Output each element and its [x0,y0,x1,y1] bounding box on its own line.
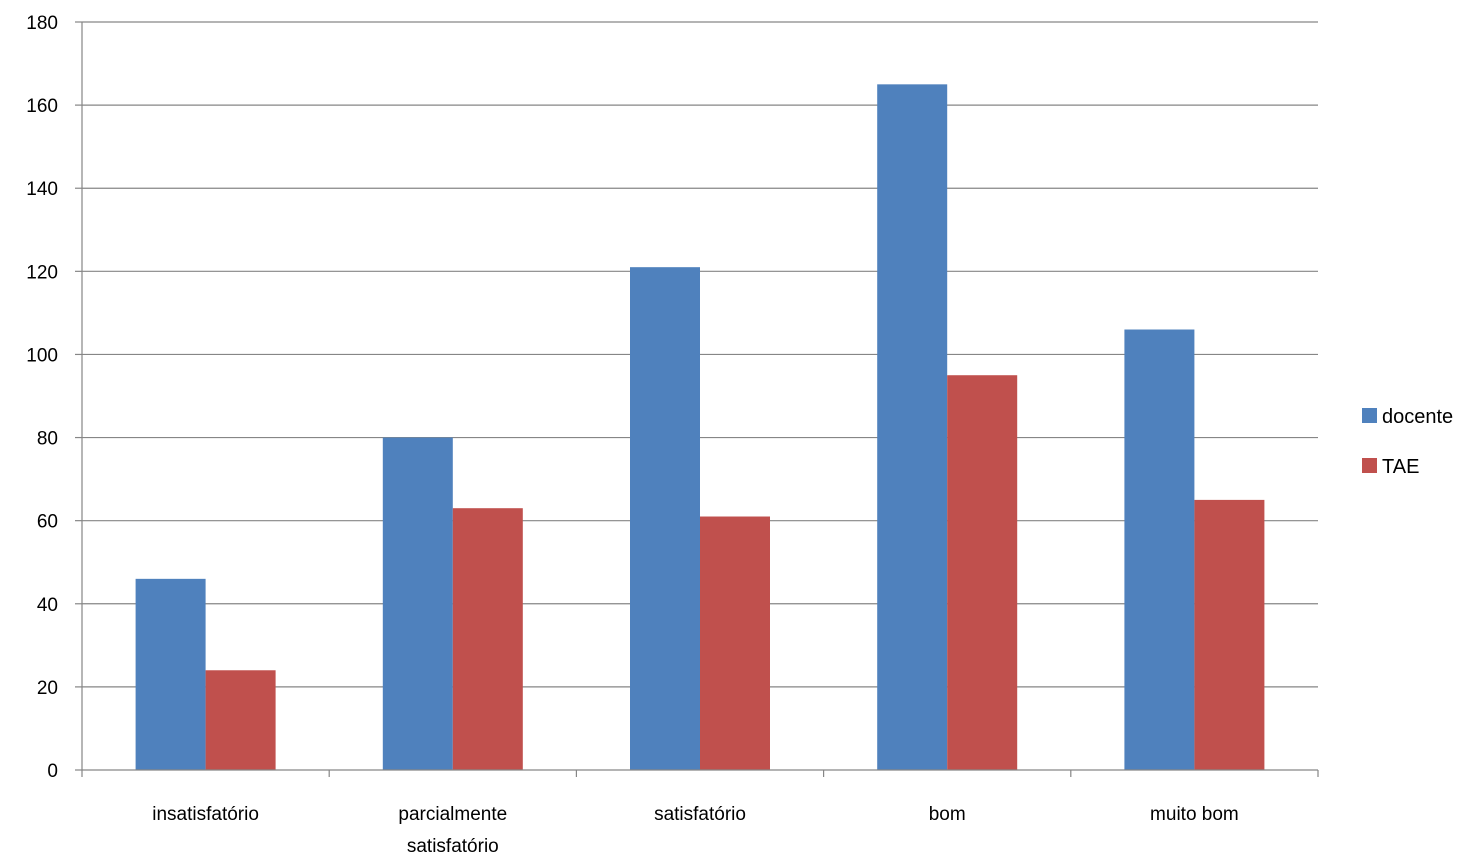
y-tick-label: 0 [47,761,58,782]
bar-docente-1 [382,437,453,770]
y-tick-label: 20 [37,678,58,699]
y-tick-labels: 0 20 40 60 80 100 120 140 160 180 [26,13,58,782]
y-tick-label: 180 [26,13,58,34]
x-tick-label: satisfatório [654,804,746,825]
y-tick-label: 80 [37,429,58,450]
legend-swatch-tae [1362,458,1377,473]
y-tick-label: 120 [26,262,58,283]
x-tick-label: satisfatório [407,836,499,856]
y-tick-label: 60 [37,512,58,533]
bars [135,84,1265,771]
y-tick-label: 100 [26,345,58,366]
bar-tae-2 [700,516,770,770]
bar-tae-1 [452,508,523,770]
bar-tae-0 [205,670,276,770]
legend-label-tae: TAE [1382,456,1419,478]
y-tick-label: 160 [26,96,58,117]
bar-docente-0 [135,578,206,770]
y-tick-label: 140 [26,179,58,200]
bar-docente-2 [630,267,700,770]
bar-tae-3 [947,375,1018,770]
y-tick-label: 40 [37,595,58,616]
x-tick-label: insatisfatório [152,804,259,825]
bar-docente-3 [877,84,948,771]
axes [75,21,1319,777]
legend-label-docente: docente [1382,406,1453,428]
legend-swatch-docente [1362,408,1377,423]
bar-tae-4 [1194,499,1265,770]
x-tick-label: muito bom [1150,804,1239,825]
legend: docente TAE [1362,406,1453,478]
x-tick-labels: insatisfatório parcialmente satisfatório sa… [152,804,1238,856]
bar-docente-4 [1124,329,1195,770]
x-tick-label: bom [929,804,966,825]
x-tick-label: parcialmente [398,804,507,825]
